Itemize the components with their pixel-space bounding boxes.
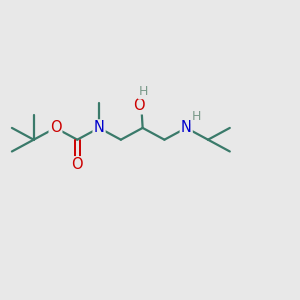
Text: N: N	[181, 120, 192, 135]
Text: O: O	[50, 120, 61, 135]
Text: N: N	[94, 120, 104, 135]
Text: O: O	[133, 98, 145, 113]
Text: H: H	[192, 110, 201, 123]
Text: O: O	[71, 157, 83, 172]
Text: H: H	[139, 85, 148, 98]
